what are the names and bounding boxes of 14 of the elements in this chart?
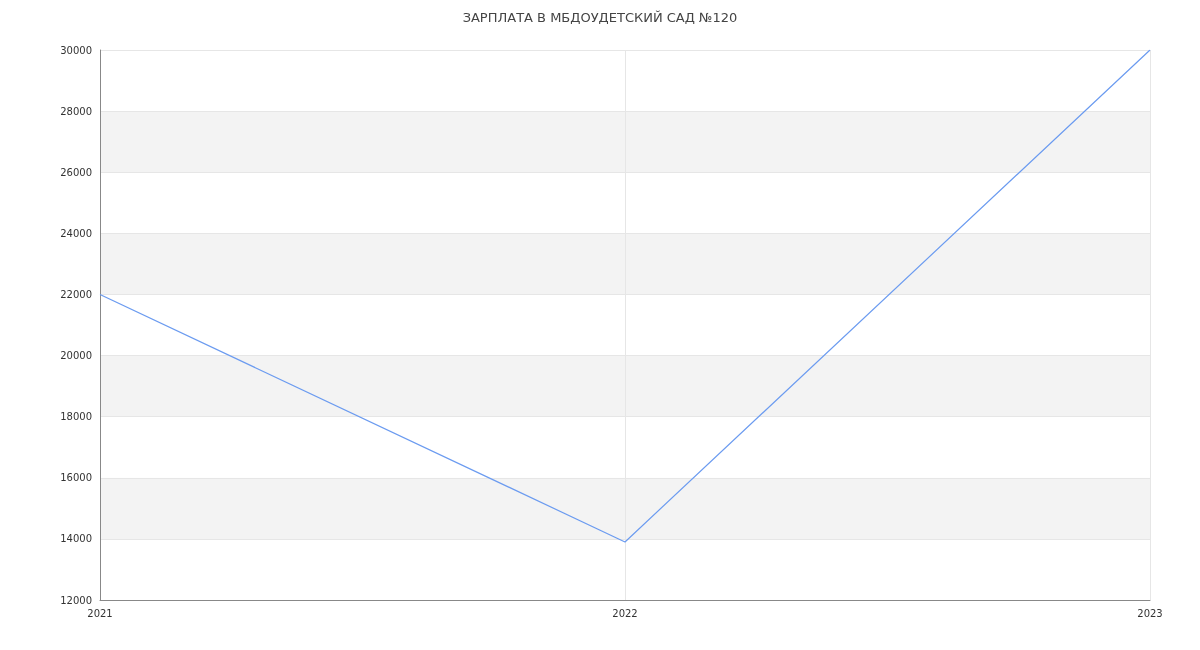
chart-title: ЗАРПЛАТА В МБДОУДЕТСКИЙ САД №120 (462, 10, 738, 25)
y-tick-label: 28000 (60, 105, 92, 117)
y-tick-label: 12000 (60, 594, 92, 606)
y-tick-label: 30000 (60, 44, 92, 56)
x-tick-label: 2023 (1137, 607, 1163, 619)
y-tick-label: 14000 (60, 533, 92, 545)
y-tick-label: 20000 (60, 350, 92, 362)
y-tick-label: 24000 (60, 227, 92, 239)
y-tick-label: 16000 (60, 472, 92, 484)
y-tick-label: 18000 (60, 411, 92, 423)
y-tick-label: 22000 (60, 288, 92, 300)
x-tick-label: 2022 (612, 607, 638, 619)
x-tick-label: 2021 (87, 607, 113, 619)
y-tick-label: 26000 (60, 166, 92, 178)
